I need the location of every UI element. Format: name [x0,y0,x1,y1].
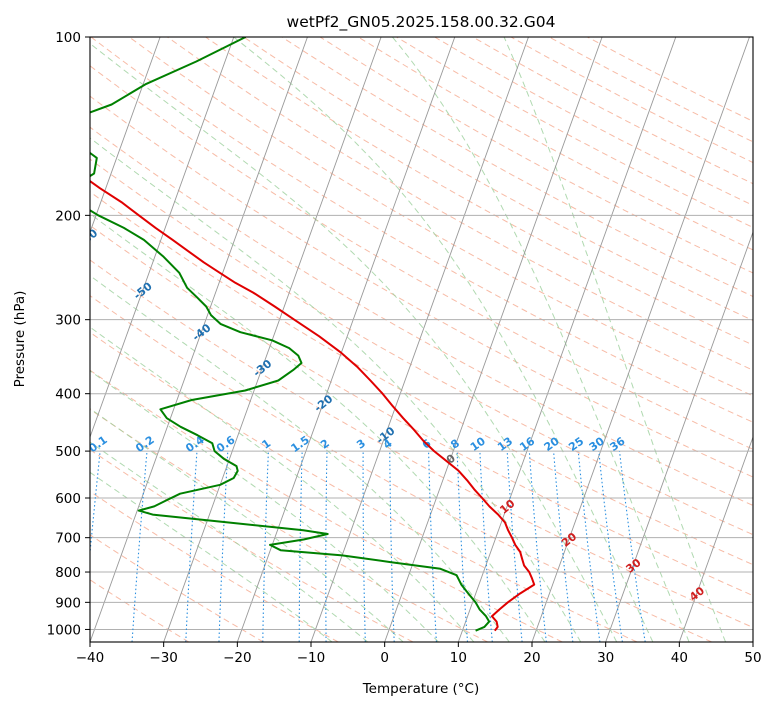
dry-adiabat [90,191,753,566]
dry-adiabat [90,95,753,478]
dry-adiabat [90,158,753,536]
moist-adiabat [392,37,690,642]
dry-adiabat [396,37,753,228]
y-tick-label: 300 [55,313,81,329]
chart-title: wetPf2_GN05.2025.158.00.32.G04 [287,13,556,32]
x-axis-label: Temperature (°C) [362,681,480,697]
dry-adiabat [90,224,753,597]
mixing-ratio-line [598,451,623,642]
x-tick-label: −10 [297,650,326,666]
plot-frame [89,36,754,643]
dry-adiabat [510,37,753,164]
x-tick-label: 50 [744,650,761,666]
y-tick-label: 1000 [47,622,81,638]
isotherm-line [678,435,753,642]
y-axis-label: Pressure (hPa) [12,291,28,388]
isotherm-line [0,37,13,642]
dry-adiabat [281,37,753,298]
mixing-ratio-line [553,451,574,642]
x-tick-label: −40 [76,650,105,666]
dry-adiabat [319,37,753,274]
moist-adiabat [90,42,618,642]
isotherm-line [90,37,161,234]
dry-adiabat [434,37,753,206]
mixing-ratio-line [506,451,523,642]
x-axis-ticks: −40 −30 −20 −10 0 10 20 30 40 50 [76,642,762,666]
isotherm-line [384,37,603,642]
isotherm-line [90,37,308,642]
isotherm-line [236,37,456,642]
temperature-line [90,179,536,632]
isotherm-line [310,37,529,642]
dry-adiabat [90,295,712,642]
moist-adiabat [90,137,582,642]
mixing-ratio-line [577,451,601,642]
moist-adiabat [90,326,475,642]
y-tick-label: 100 [55,30,81,46]
moist-adiabat [503,37,727,642]
dry-adiabat [90,259,753,628]
mixing-ratio-line [90,451,101,559]
x-tick-label: 10 [450,650,467,666]
moist-adiabat [90,275,510,642]
x-tick-label: 40 [671,650,688,666]
isotherm-line [457,37,677,642]
mixing-ratio-line [618,451,646,642]
dry-adiabat [548,37,753,143]
moist-adiabat [90,471,333,642]
x-tick-label: −30 [149,650,178,666]
moist-adiabat [90,370,439,642]
mixing-ratio-line [131,451,148,642]
moist-adiabat [90,213,546,642]
y-tick-label: 400 [55,387,81,403]
dry-adiabat [472,37,753,185]
y-tick-label: 700 [55,531,81,547]
y-tick-label: 600 [55,491,81,507]
x-tick-label: 0 [380,650,389,666]
dry-adiabat [205,37,753,346]
isotherm-line [752,640,753,642]
isotherm-line [531,37,750,642]
mixing-ratio-line [528,451,547,642]
dry-adiabat [358,37,753,251]
y-tick-label: 900 [55,595,81,611]
x-tick-label: 20 [523,650,540,666]
dry-adiabat [167,37,753,371]
dewpoint-line [90,37,491,632]
dry-adiabat [243,37,753,322]
dry-adiabat [90,65,753,450]
dry-adiabat [90,369,563,642]
dry-adiabat [90,126,753,506]
dry-adiabat [90,37,753,423]
y-tick-label: 200 [55,208,81,224]
moist-adiabat [90,441,369,642]
isotherm-label: -60 [77,226,101,249]
isotherm-line [605,230,753,642]
background-lines [0,37,753,642]
dry-adiabat [128,37,753,397]
x-tick-label: 30 [597,650,614,666]
y-tick-label: 800 [55,565,81,581]
y-tick-label: 500 [55,444,81,460]
dry-adiabat [90,534,264,642]
isotherm-label: -70 [22,174,46,197]
moist-adiabat [90,408,404,642]
y-axis-ticks: 100 200 300 400 500 600 700 800 900 1000 [47,30,90,638]
x-tick-label: −20 [223,650,252,666]
moist-adiabat [233,37,654,642]
isotherm-line [90,37,235,439]
profile-lines [90,37,536,632]
